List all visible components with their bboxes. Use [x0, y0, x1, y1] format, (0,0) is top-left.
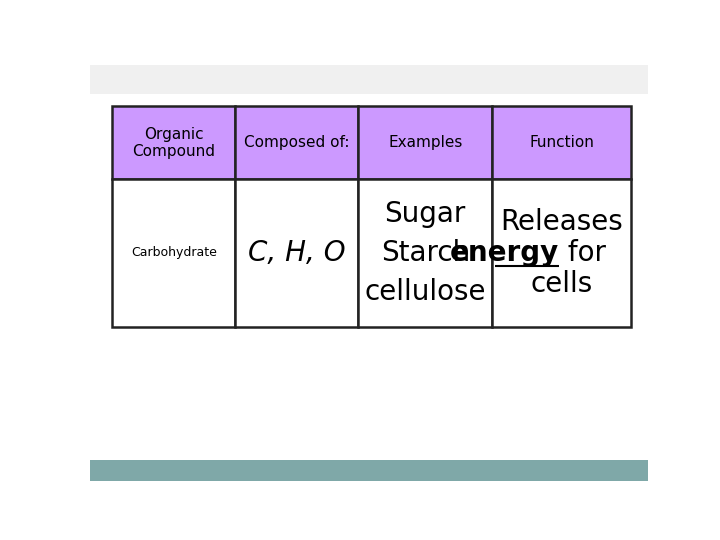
- Bar: [492, 106, 631, 179]
- Bar: [359, 179, 492, 327]
- Text: Organic
Compound: Organic Compound: [132, 126, 215, 159]
- Text: Sugar
Starch
cellulose: Sugar Starch cellulose: [364, 200, 486, 306]
- Bar: [90, 65, 648, 94]
- Text: Releases: Releases: [500, 208, 623, 236]
- Bar: [492, 179, 631, 327]
- Bar: [112, 106, 235, 179]
- Text: energy: energy: [450, 239, 559, 267]
- Bar: [90, 460, 648, 481]
- Text: Function: Function: [529, 135, 594, 150]
- Text: for: for: [559, 239, 606, 267]
- Bar: [359, 106, 492, 179]
- Bar: [112, 179, 235, 327]
- Text: Examples: Examples: [388, 135, 462, 150]
- Text: C, H, O: C, H, O: [248, 239, 346, 267]
- Text: Composed of:: Composed of:: [244, 135, 350, 150]
- Bar: [235, 179, 359, 327]
- Text: cells: cells: [531, 270, 593, 298]
- Bar: [235, 106, 359, 179]
- Text: Carbohydrate: Carbohydrate: [131, 246, 217, 259]
